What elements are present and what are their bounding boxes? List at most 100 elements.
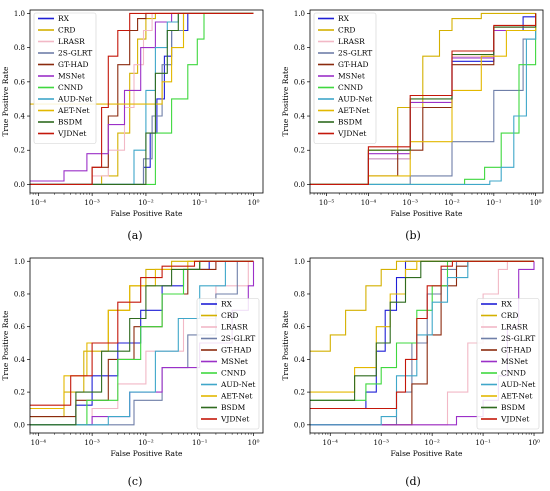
y-tick-label: 0.2 <box>294 147 305 155</box>
legend-label: MSNet <box>58 72 85 81</box>
plot-frame <box>309 9 544 194</box>
legend-label: LRASR <box>58 37 85 46</box>
legend-label: CRD <box>338 26 355 35</box>
panel-a-marks: 10⁻⁴ 10⁻³ 10⁻² 10⁻¹ 10⁰ 0.0 0.2 0.4 0.6 0.8 1.0 Fal… <box>1 9 264 218</box>
y-tick-label: 0.0 <box>294 181 305 189</box>
panel-d-caption: (d) <box>405 475 421 488</box>
legend-label: CNND <box>58 83 83 92</box>
legend-label: RX <box>501 300 513 309</box>
series-line-vjdnet <box>310 13 537 185</box>
x-tick-label: 10⁰ <box>248 439 260 447</box>
y-tick-label: 0.6 <box>294 78 306 86</box>
legend-label: VJDNet <box>220 415 249 424</box>
x-tick-label: 10⁰ <box>530 199 542 207</box>
y-tick-label: 0.0 <box>14 181 25 189</box>
legend-label: MSNet <box>501 357 528 366</box>
legend-label: GT-HAD <box>221 346 252 355</box>
panel-c: 10⁻⁴ 10⁻³ 10⁻² 10⁻¹ 10⁰ 0.0 0.2 0.4 0.6 0.8 1.0 Fal… <box>1 257 264 488</box>
legend-label: CNND <box>221 369 246 378</box>
y-tick-label: 0.4 <box>294 356 306 364</box>
y-tick-label: 0.2 <box>14 389 25 397</box>
legend-label: BSDM <box>58 118 83 127</box>
x-tick-label: 10⁻² <box>424 439 440 447</box>
y-tick-label: 0.4 <box>14 356 26 364</box>
legend-label: BSDM <box>221 403 246 412</box>
y-axis-label: True Positive Rate <box>1 310 10 381</box>
y-tick-label: 1.0 <box>14 10 25 18</box>
legend-label: RX <box>58 14 70 23</box>
series-line-aet-net <box>310 260 534 393</box>
series-line-cnnd <box>310 260 534 401</box>
legend-label: GT-HAD <box>338 60 369 69</box>
y-tick-label: 0.2 <box>14 147 25 155</box>
y-tick-label: 0.4 <box>294 113 306 121</box>
y-tick-label: 0.0 <box>14 421 25 429</box>
panel-b-caption: (b) <box>405 229 421 242</box>
series-line-lrasr <box>30 12 254 185</box>
series-line-bsdm <box>30 12 254 185</box>
x-axis-label: False Positive Rate <box>391 209 464 218</box>
series-line-vjdnet <box>30 12 254 185</box>
legend-label: RX <box>221 300 233 309</box>
legend-label: CRD <box>501 311 518 320</box>
x-tick-label: 10⁻⁴ <box>361 199 377 207</box>
legend: RX CRD LRASR 2S-GLRT GT-HAD MSNet CNND AUD-Net A… <box>476 298 540 430</box>
x-axis-label: False Positive Rate <box>391 449 464 458</box>
x-tick-label: 10⁻¹ <box>475 439 491 447</box>
x-tick-label: 10⁰ <box>528 439 540 447</box>
series-line-aud-net <box>310 13 537 185</box>
legend: RX CRD LRASR 2S-GLRT GT-HAD MSNet CNND AUD-Net A… <box>313 12 377 144</box>
panel-d-marks: 10⁻⁴ 10⁻³ 10⁻² 10⁻¹ 10⁰ 0.0 0.2 0.4 0.6 0.8 1.0 Fal… <box>281 257 544 458</box>
series-line-vjdnet <box>310 260 534 410</box>
x-tick-label: 10⁰ <box>248 199 260 207</box>
legend-label: CNND <box>338 83 363 92</box>
x-tick-label: 10⁻³ <box>84 199 100 207</box>
x-axis-label: False Positive Rate <box>111 209 184 218</box>
y-tick-label: 0.8 <box>14 44 25 52</box>
series-line-msnet <box>30 12 254 182</box>
legend-label: 2S-GLRT <box>58 49 92 58</box>
legend-label: AUD-Net <box>220 380 255 389</box>
legend-label: 2S-GLRT <box>221 334 255 343</box>
x-tick-label: 10⁻¹ <box>486 199 502 207</box>
y-axis-label: True Positive Rate <box>281 310 290 381</box>
legend: RX CRD LRASR 2S-GLRT GT-HAD MSNet CNND AUD-Net A… <box>33 12 97 144</box>
series-line-cnnd <box>30 12 254 185</box>
legend-label: AUD-Net <box>57 95 92 104</box>
x-tick-label: 10⁻² <box>138 439 154 447</box>
y-tick-label: 0.8 <box>294 290 305 298</box>
panel-c-marks: 10⁻⁴ 10⁻³ 10⁻² 10⁻¹ 10⁰ 0.0 0.2 0.4 0.6 0.8 1.0 Fal… <box>1 257 264 458</box>
x-tick-label: 10⁻¹ <box>192 439 208 447</box>
legend-label: VJDNet <box>500 415 529 424</box>
y-axis-label: True Positive Rate <box>1 66 10 137</box>
y-tick-label: 1.0 <box>294 258 305 266</box>
y-tick-label: 0.6 <box>294 323 306 331</box>
plot-frame <box>309 257 544 434</box>
legend-label: CRD <box>58 26 75 35</box>
panel-a: 10⁻⁴ 10⁻³ 10⁻² 10⁻¹ 10⁰ 0.0 0.2 0.4 0.6 0.8 1.0 Fal… <box>1 9 264 242</box>
legend-label: MSNet <box>221 357 248 366</box>
x-tick-label: 10⁻³ <box>403 199 419 207</box>
panel-d: 10⁻⁴ 10⁻³ 10⁻² 10⁻¹ 10⁰ 0.0 0.2 0.4 0.6 0.8 1.0 Fal… <box>281 257 544 488</box>
legend-label: CRD <box>221 311 238 320</box>
y-tick-label: 0.8 <box>294 44 305 52</box>
legend-label: AUD-Net <box>337 95 372 104</box>
legend-label: 2S-GLRT <box>338 49 372 58</box>
legend-label: GT-HAD <box>501 346 532 355</box>
x-tick-label: 10⁻⁵ <box>319 199 335 207</box>
y-axis-label: True Positive Rate <box>281 66 290 137</box>
x-tick-label: 10⁻² <box>138 199 154 207</box>
panel-b: 10⁻⁵ 10⁻⁴ 10⁻³ 10⁻² 10⁻¹ 10⁰ 0.0 0.2 0.4 0.6 0.8 1.… <box>281 9 544 242</box>
legend-label: LRASR <box>501 323 528 332</box>
plot-frame <box>29 9 264 194</box>
series-line-aet-net <box>30 12 254 105</box>
y-tick-label: 0.2 <box>294 389 305 397</box>
legend-label: CNND <box>501 369 526 378</box>
legend: RX CRD LRASR 2S-GLRT GT-HAD MSNet CNND AUD-Net A… <box>196 298 260 430</box>
y-tick-label: 0.4 <box>14 113 26 121</box>
legend-label: AET-Net <box>57 106 89 115</box>
series-line-vjdnet <box>30 260 254 406</box>
series-line-aud-net <box>310 260 534 426</box>
legend-label: VJDNet <box>337 129 366 138</box>
